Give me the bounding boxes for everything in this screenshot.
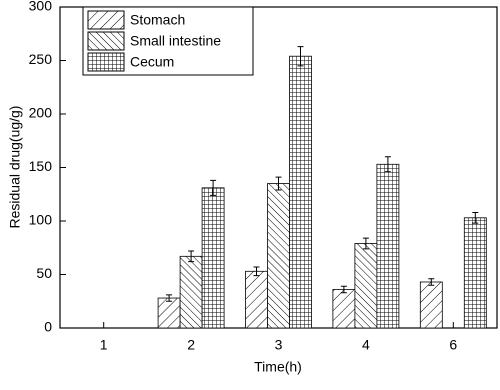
legend-label: Cecum	[130, 54, 174, 70]
error-bar	[166, 294, 173, 302]
y-tick-label: 150	[29, 158, 53, 174]
y-tick-label: 50	[36, 265, 52, 281]
legend-label: Stomach	[130, 12, 185, 28]
bar	[289, 55, 312, 329]
bar	[332, 289, 356, 329]
error-bar	[275, 176, 282, 191]
error-bar	[472, 211, 479, 224]
y-axis-label: Residual drug(ug/g)	[7, 106, 23, 229]
legend-label: Small intestine	[130, 33, 221, 49]
bar	[245, 270, 268, 329]
legend-swatch	[87, 52, 125, 72]
x-tick-label: 2	[187, 337, 195, 353]
bar	[267, 183, 290, 329]
bar	[157, 297, 181, 329]
error-bar	[210, 179, 217, 196]
error-bar	[188, 250, 195, 263]
error-bar	[362, 237, 369, 250]
legend-swatch	[87, 31, 125, 51]
y-tick-label: 300	[29, 0, 53, 14]
x-tick-label: 3	[275, 337, 283, 353]
error-bar	[297, 46, 304, 67]
bar	[179, 255, 203, 329]
bar	[376, 163, 400, 329]
x-tick-label: 1	[100, 337, 108, 353]
error-bar	[340, 285, 347, 294]
y-tick-label: 0	[44, 319, 52, 335]
error-bar	[428, 278, 435, 286]
x-tick-label: 4	[362, 337, 370, 353]
bar	[354, 243, 378, 329]
legend-swatch	[87, 10, 125, 30]
error-bar	[253, 266, 260, 277]
x-tick-label: 6	[449, 337, 457, 353]
x-axis-label: Time(h)	[254, 359, 302, 375]
y-tick-label: 100	[29, 212, 53, 228]
y-tick-label: 250	[29, 51, 53, 67]
y-tick-label: 200	[29, 105, 53, 121]
bar	[419, 281, 443, 329]
bar	[463, 217, 487, 329]
error-bar	[384, 156, 391, 173]
bar	[201, 187, 225, 329]
